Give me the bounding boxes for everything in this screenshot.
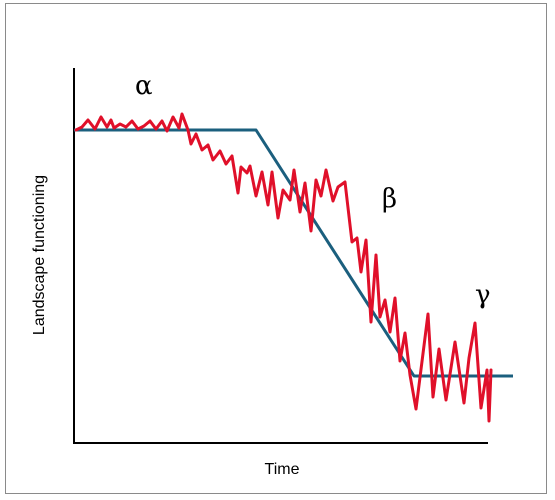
phase-label-beta: β [382, 184, 397, 214]
trend-line [74, 128, 513, 378]
figure-frame [5, 3, 547, 494]
y-axis-label: Landscape functioning [31, 175, 48, 335]
phase-label-alpha: α [135, 71, 153, 101]
x-axis-label: Time [265, 461, 300, 478]
phase-label-gamma: γ [475, 280, 491, 310]
fluctuation-line [74, 112, 493, 423]
